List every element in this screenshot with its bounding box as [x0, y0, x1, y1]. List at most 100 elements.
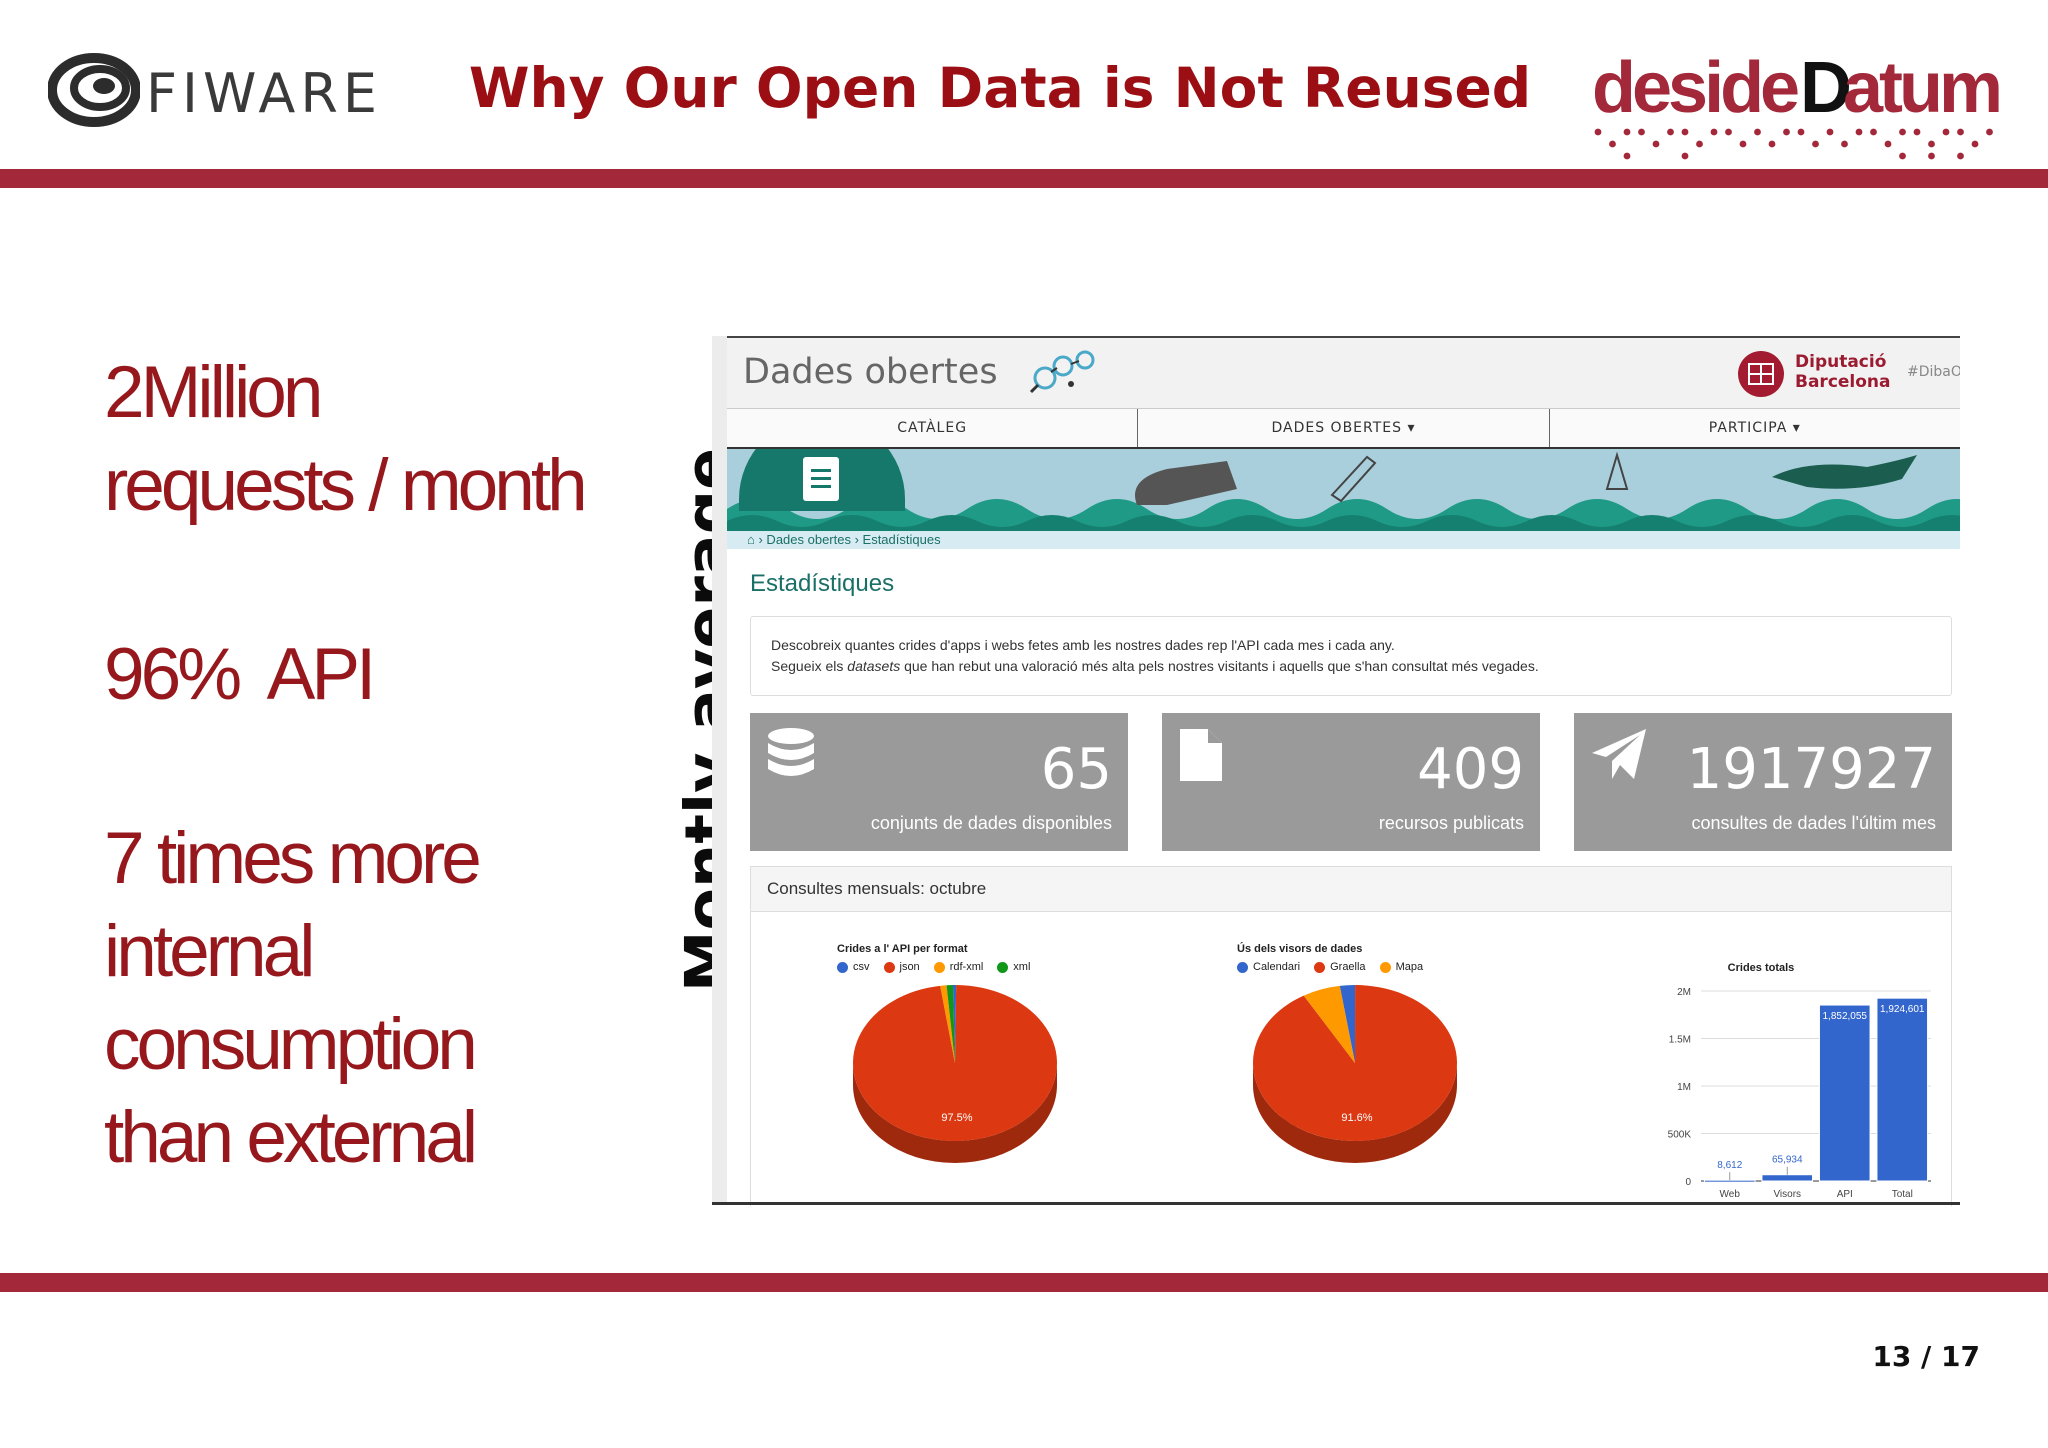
pie2-legend-mapa: Mapa: [1379, 961, 1423, 973]
metric-datasets-label: conjunts de dades disponibles: [870, 813, 1112, 833]
nav-cataleg[interactable]: CATÀLEG: [727, 409, 1139, 447]
site-navbar: CATÀLEG DADES OBERTES ▾ PARTICIPA ▾: [727, 408, 1960, 450]
x-tick-label: API: [1837, 1189, 1853, 1200]
braille-dot: [1638, 128, 1645, 136]
file-icon: [1180, 729, 1222, 781]
bar-chart-total-calls: Crides totals 0 500K 1M 1.5M 2M 8,612 Web 65,934…: [1668, 962, 1931, 1200]
pie-chart-viewers: 91.6%: [1253, 985, 1457, 1163]
pie-chart-api-format: 97.5%: [853, 985, 1057, 1163]
pie-side: [1253, 1063, 1457, 1163]
braille-dot: [1928, 140, 1935, 148]
braille-dot: [1942, 128, 1950, 136]
stat-requests: 2Million requests / month: [104, 346, 588, 532]
diputacio-logo: Diputació Barcelona #DibaOber: [1737, 350, 1960, 398]
page-number: 13 / 17: [1872, 1340, 1980, 1373]
pie1-title: Crides a l' API per format: [837, 943, 968, 955]
y-tick-label: 1M: [1677, 1082, 1691, 1093]
braille-dot: [1710, 128, 1718, 136]
fiware-swirl-icon: [47, 53, 141, 127]
stat-internal-line1: 7 times more: [104, 818, 482, 899]
pie1-legend-json: json: [883, 961, 920, 973]
nav-participa[interactable]: PARTICIPA ▾: [1708, 420, 1801, 436]
org-name-line2: Barcelona: [1795, 372, 1891, 392]
database-icon: [768, 728, 814, 776]
x-tick-label: Web: [1720, 1189, 1741, 1200]
bar-value-label: 65,934: [1772, 1155, 1803, 1166]
desidedatum-wordmark-a: deside: [1592, 48, 1798, 128]
pie-data-label: 91.6%: [1341, 1112, 1372, 1124]
breadcrumb: ⌂ › Dades obertes › Estadístiques: [747, 532, 941, 547]
metric-datasets: 65 conjunts de dades disponibles: [750, 713, 1128, 851]
metric-queries-label: consultes de dades l'últim mes: [1691, 813, 1936, 833]
braille-dot: [1986, 128, 1993, 136]
pie-slice-json: [853, 985, 1057, 1141]
desidedatum-logo: deside D atum: [1590, 46, 2010, 166]
pie2-legend-calendari: Calendari: [1237, 961, 1300, 973]
braille-dot: [1652, 140, 1660, 148]
breadcrumb-text[interactable]: › Dades obertes › Estadístiques: [758, 532, 941, 547]
hashtag[interactable]: #DibaOber: [1907, 364, 1960, 380]
bar-value-label: 1,924,601: [1880, 1004, 1925, 1015]
stat-requests-line1: 2Million: [104, 352, 323, 433]
pie2-legend-graella: Graella: [1314, 961, 1366, 973]
pie1-legend-rdf-xml: rdf-xml: [933, 961, 983, 973]
monthly-queries-panel: Consultes mensuals: octubre Crides a l' …: [750, 866, 1952, 1206]
pie1-legend-csv: csv: [837, 961, 870, 973]
pie-side: [853, 1063, 1057, 1163]
y-tick-label: 0: [1685, 1177, 1691, 1188]
braille-dot: [1594, 128, 1602, 136]
bar-value-label: 8,612: [1717, 1160, 1742, 1171]
buoy-icon: [1605, 451, 1629, 490]
message-bottle-icon: [1330, 455, 1377, 503]
pie-slice-Mapa: [1303, 985, 1355, 1063]
braille-dot: [1841, 140, 1848, 148]
org-name-line1: Diputació: [1795, 352, 1887, 372]
stat-internal-consumption: 7 times more internal consumption than e…: [104, 812, 482, 1184]
embedded-site-screenshot: Dades obertes Diputació Barcelona #DibaO…: [712, 336, 1960, 1206]
braille-dot: [1725, 128, 1732, 136]
pie-slice-Calendari: [1339, 985, 1356, 1063]
braille-dot: [1928, 152, 1935, 160]
page-heading: Estadístiques: [750, 570, 895, 597]
braille-dot: [1681, 128, 1689, 136]
pie2-title: Ús dels visors de dades: [1237, 943, 1363, 955]
monthly-panel-title: Consultes mensuals: octubre: [767, 879, 987, 898]
braille-dot: [1899, 128, 1906, 136]
paper-plane-icon: [1592, 729, 1646, 779]
bar-value-label: 1,852,055: [1823, 1011, 1868, 1022]
pie-data-label: 97.5%: [941, 1112, 972, 1124]
intro-line2: Segueix els datasets que han rebut una v…: [771, 658, 1539, 674]
braille-dot: [1957, 128, 1964, 136]
braille-dot: [1957, 152, 1964, 160]
braille-dots-icon: [1594, 128, 1993, 160]
braille-dot: [1783, 128, 1790, 136]
braille-dot: [1812, 140, 1819, 148]
home-icon[interactable]: ⌂: [747, 532, 755, 547]
stat-internal-line4: than external: [104, 1097, 478, 1178]
y-tick-label: 1.5M: [1669, 1035, 1691, 1046]
site-header: Dades obertes Diputació Barcelona #DibaO…: [727, 338, 1960, 408]
stat-requests-line2: requests / month: [104, 445, 588, 526]
metric-resources-value: 409: [1417, 737, 1524, 802]
nav-dades-obertes[interactable]: DADES OBERTES ▾: [1138, 409, 1550, 447]
magnifier-bubbles-icon: [1029, 350, 1095, 394]
site-title[interactable]: Dades obertes: [743, 352, 998, 392]
braille-dot: [1696, 140, 1703, 148]
metric-queries: 1917927 consultes de dades l'últim mes: [1574, 713, 1952, 851]
braille-dot: [1884, 140, 1892, 148]
bar-Web: [1703, 1179, 1756, 1183]
fiware-logo: FIWARE: [47, 52, 377, 128]
pie2-legend: Calendari Graella Mapa: [1237, 961, 1423, 973]
braille-dot: [1623, 152, 1631, 160]
pie-slice-xml: [946, 985, 955, 1063]
stat-internal-line3: consumption: [104, 1004, 478, 1085]
x-tick-label: Total: [1892, 1189, 1913, 1200]
bar-API: [1818, 1004, 1871, 1182]
header-band: [0, 169, 2048, 188]
braille-dot: [1899, 152, 1906, 160]
metric-datasets-value: 65: [1040, 737, 1112, 802]
braille-dot: [1681, 152, 1689, 160]
braille-dot: [1768, 140, 1776, 148]
braille-dot: [1623, 128, 1631, 136]
slide-title: Why Our Open Data is Not Reused: [468, 56, 1532, 120]
